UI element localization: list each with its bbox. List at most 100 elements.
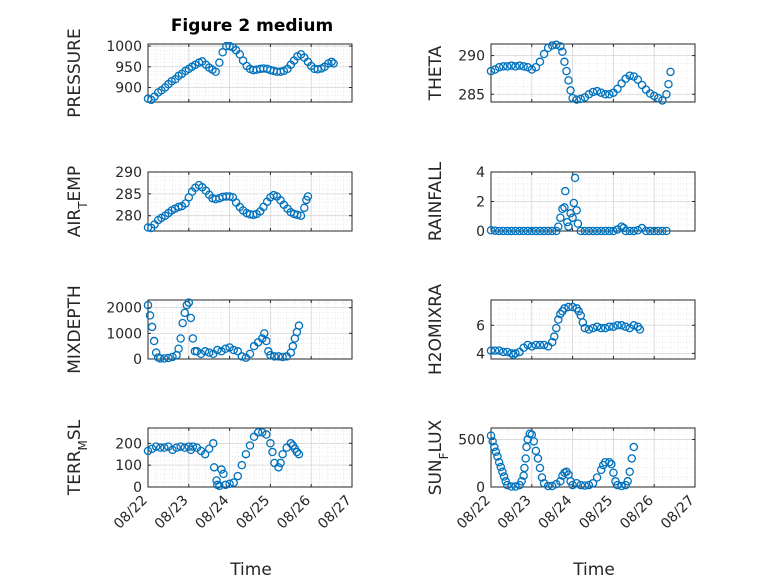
data-point xyxy=(592,473,602,482)
data-point xyxy=(613,84,622,94)
data-point xyxy=(174,344,183,353)
data-point xyxy=(286,439,296,448)
data-point xyxy=(268,447,277,457)
data-point xyxy=(237,460,247,470)
data-point xyxy=(245,349,255,359)
data-point xyxy=(568,93,577,103)
data-point xyxy=(494,458,504,467)
data-point xyxy=(564,302,573,312)
data-point xyxy=(329,59,338,68)
data-point xyxy=(654,226,663,236)
data-point xyxy=(188,442,198,451)
data-point xyxy=(149,336,159,346)
data-point xyxy=(560,304,569,313)
data-point xyxy=(580,323,590,333)
data-point xyxy=(617,321,626,330)
data-point xyxy=(176,442,185,451)
data-point xyxy=(543,226,553,236)
y-axis-label: TERRMSL xyxy=(65,419,90,496)
data-point xyxy=(535,340,545,350)
subplot-3: 280 285 290 AIRTEMP xyxy=(65,165,353,237)
subplot-1: 900 950 1000 PRESSURE xyxy=(65,28,353,118)
data-point xyxy=(145,311,155,320)
data-point xyxy=(270,352,279,361)
data-point xyxy=(572,478,581,488)
data-point xyxy=(609,322,618,331)
data-point xyxy=(276,458,285,468)
data-point xyxy=(531,226,541,236)
data-point xyxy=(491,447,501,457)
data-point xyxy=(215,58,224,67)
data-point xyxy=(233,471,243,481)
data-point xyxy=(558,47,567,56)
data-point xyxy=(629,226,639,236)
data-point xyxy=(213,345,222,355)
data-point xyxy=(253,428,263,437)
data-point xyxy=(572,206,581,215)
data-point xyxy=(584,226,594,236)
data-point xyxy=(519,226,528,236)
data-point xyxy=(588,87,598,97)
data-point xyxy=(293,210,302,220)
data-point xyxy=(288,341,298,351)
data-point xyxy=(605,90,614,99)
data-point xyxy=(584,90,594,99)
data-point xyxy=(547,41,557,50)
data-point xyxy=(278,352,287,362)
data-point xyxy=(552,226,561,236)
data-point xyxy=(493,452,502,461)
data-point xyxy=(547,226,557,236)
data-point xyxy=(588,226,598,236)
y-tick-label: 0 xyxy=(476,224,485,240)
data-point xyxy=(552,40,561,50)
data-point xyxy=(605,458,614,467)
data-point xyxy=(172,443,181,452)
data-point xyxy=(523,62,532,72)
data-point xyxy=(160,443,169,452)
y-tick-label: 4 xyxy=(476,346,485,362)
data-point xyxy=(543,43,553,53)
y-axis-label: THETA xyxy=(426,45,446,101)
data-point xyxy=(496,462,506,472)
axes-box xyxy=(147,43,353,103)
data-point xyxy=(658,96,667,105)
data-point xyxy=(498,62,508,71)
data-point xyxy=(600,226,610,236)
xlabel-left: Time xyxy=(229,560,272,580)
data-point xyxy=(535,226,545,236)
data-point xyxy=(596,465,606,475)
data-point xyxy=(486,346,496,355)
data-point xyxy=(531,62,541,72)
data-point xyxy=(662,226,671,236)
data-point xyxy=(649,91,659,101)
data-point xyxy=(549,332,559,341)
y-tick-label: 1000 xyxy=(106,326,142,342)
subplot-5: 0 1000 2000 MIXDEPTH xyxy=(65,285,353,374)
data-point xyxy=(658,226,667,236)
data-point xyxy=(576,226,586,236)
data-point xyxy=(274,463,283,472)
axes-box xyxy=(147,299,353,360)
data-point xyxy=(229,345,238,355)
data-point xyxy=(494,346,504,355)
data-point xyxy=(584,325,594,334)
data-point xyxy=(600,323,610,333)
data-point xyxy=(327,57,336,67)
data-point xyxy=(494,226,504,236)
data-point xyxy=(613,321,622,330)
data-point xyxy=(262,430,271,439)
data-point xyxy=(596,88,606,97)
data-point xyxy=(498,226,508,236)
data-point xyxy=(568,480,577,490)
data-point xyxy=(517,477,526,486)
data-point xyxy=(523,340,532,350)
data-point xyxy=(503,480,512,490)
data-point xyxy=(573,219,583,228)
data-point xyxy=(576,480,586,490)
data-point xyxy=(486,431,496,440)
figure-title: Figure 2 medium xyxy=(171,16,333,36)
y-tick-label: 285 xyxy=(458,87,485,103)
y-tick-label: 100 xyxy=(115,458,142,474)
y-tick-label: 4 xyxy=(476,165,485,181)
data-point xyxy=(558,204,567,214)
